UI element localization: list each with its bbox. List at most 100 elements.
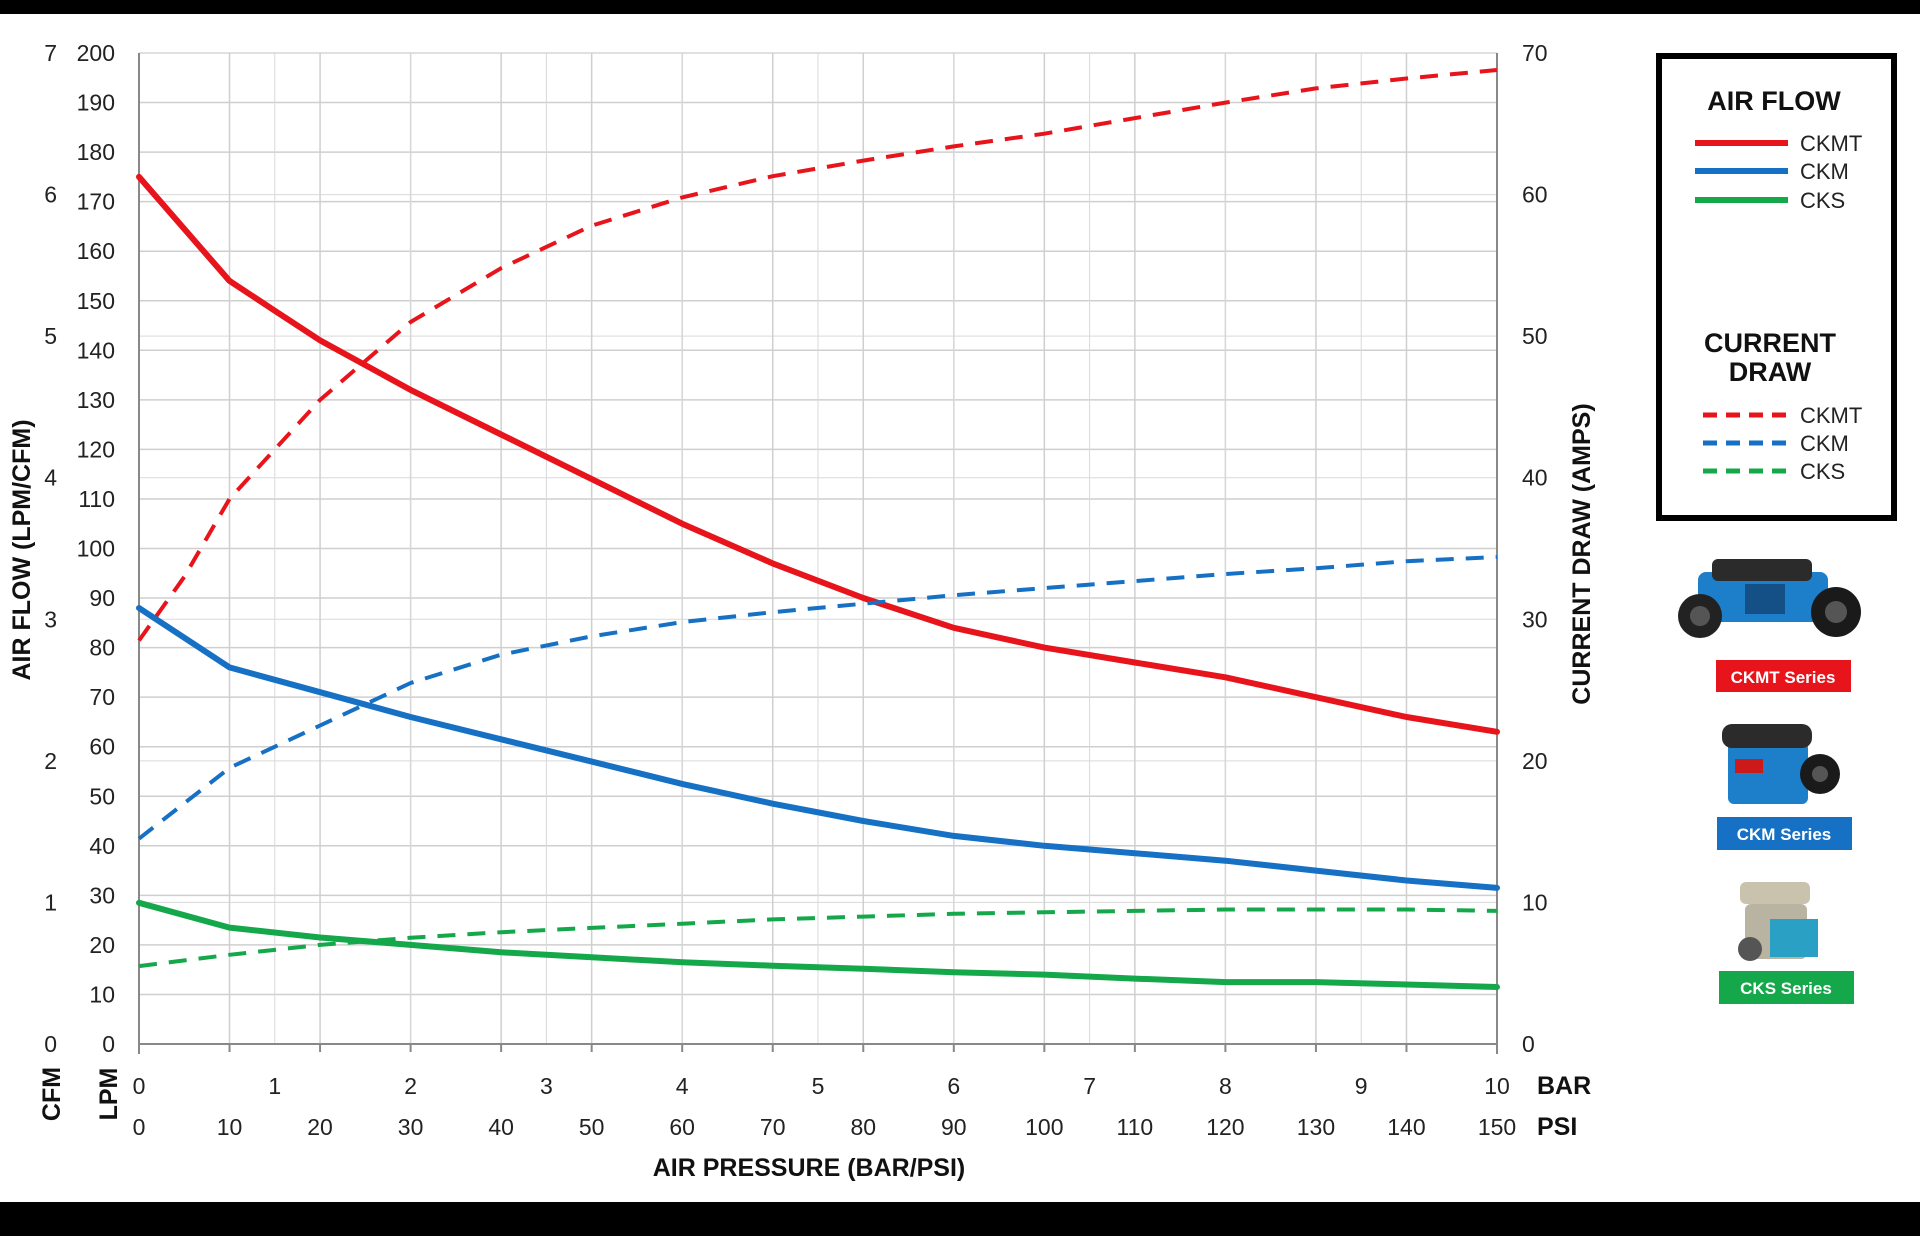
air-flow-current-draw-chart: 0102030405060708090100110120130140150160… bbox=[8, 40, 1897, 1182]
cfm-tick-label: 5 bbox=[44, 323, 57, 349]
psi-tick-label: 30 bbox=[398, 1114, 424, 1140]
cks-current-draw-line bbox=[138, 907, 1498, 969]
psi-tick-label: 150 bbox=[1478, 1114, 1516, 1140]
cks-series-label: CKS Series bbox=[1740, 979, 1832, 998]
chart-panel: 0 10 20 30 40 50 60 70 80 90 100 110 120 130 140 150 160… bbox=[0, 14, 1920, 1202]
ckm-compressor-photo bbox=[1722, 724, 1840, 804]
ckm-current-draw-line bbox=[137, 555, 1498, 841]
lpm-tick-label: 20 bbox=[89, 932, 115, 958]
lpm-tick-label: 160 bbox=[77, 238, 115, 264]
bar-tick-label: 3 bbox=[540, 1073, 553, 1099]
legend-air-flow-title: AIR FLOW bbox=[1707, 86, 1841, 116]
ckm-air-flow-line bbox=[136, 605, 1500, 891]
lpm-unit-label: LPM bbox=[95, 1068, 123, 1121]
tick-labels: 0102030405060708090100110120130140150160… bbox=[44, 40, 1547, 1140]
legend-box bbox=[1656, 53, 1897, 521]
cfm-tick-label: 0 bbox=[44, 1031, 57, 1057]
psi-tick-label: 50 bbox=[579, 1114, 605, 1140]
cfm-tick-label: 6 bbox=[44, 182, 57, 208]
lpm-tick-label: 170 bbox=[77, 189, 115, 215]
ckmt-compressor-photo bbox=[1678, 559, 1861, 638]
cfm-tick-label: 3 bbox=[44, 606, 57, 632]
lpm-tick-label: 140 bbox=[77, 337, 115, 363]
amps-tick-label: 70 bbox=[1522, 40, 1548, 66]
psi-tick-label: 100 bbox=[1025, 1114, 1063, 1140]
x-axis-title: AIR PRESSURE (BAR/PSI) bbox=[653, 1154, 966, 1182]
lpm-tick-label: 30 bbox=[89, 882, 115, 908]
bar-tick-label: 5 bbox=[812, 1073, 825, 1099]
bar-tick-label: 7 bbox=[1083, 1073, 1096, 1099]
lpm-tick-label: 70 bbox=[89, 684, 115, 710]
bar-tick-label: 9 bbox=[1355, 1073, 1368, 1099]
ckm-series-label: CKM Series bbox=[1737, 825, 1831, 844]
product-ckm: CKM Series bbox=[1717, 724, 1852, 850]
y-axis-right-title: CURRENT DRAW (AMPS) bbox=[1568, 403, 1596, 704]
bar-tick-label: 4 bbox=[676, 1073, 689, 1099]
cfm-tick-label: 4 bbox=[44, 465, 57, 491]
lpm-tick-label: 200 bbox=[77, 40, 115, 66]
legend: AIR FLOW CKMT CKM CKS CURRENT DRAW CKMT … bbox=[1656, 53, 1897, 521]
psi-tick-label: 10 bbox=[217, 1114, 243, 1140]
lpm-tick-label: 40 bbox=[89, 833, 115, 859]
psi-tick-label: 20 bbox=[307, 1114, 333, 1140]
amps-tick-label: 10 bbox=[1522, 889, 1548, 915]
legend-item-cks-flow: CKS bbox=[1800, 188, 1845, 213]
legend-item-ckmt-flow: CKMT bbox=[1800, 131, 1862, 156]
bar-tick-label: 6 bbox=[947, 1073, 960, 1099]
cfm-tick-label: 7 bbox=[44, 40, 57, 66]
legend-current-draw-title-line1: CURRENT bbox=[1704, 328, 1837, 358]
psi-tick-label: 120 bbox=[1206, 1114, 1244, 1140]
psi-tick-label: 0 bbox=[133, 1114, 146, 1140]
psi-tick-label: 110 bbox=[1117, 1114, 1154, 1140]
lpm-tick-label: 60 bbox=[89, 734, 115, 760]
lpm-tick-label: 180 bbox=[77, 139, 115, 165]
bar-tick-label: 0 bbox=[133, 1073, 146, 1099]
cfm-tick-label: 1 bbox=[44, 889, 57, 915]
lpm-tick-label: 120 bbox=[77, 436, 115, 462]
psi-tick-label: 70 bbox=[760, 1114, 786, 1140]
psi-tick-label: 140 bbox=[1387, 1114, 1425, 1140]
lpm-tick-label: 100 bbox=[77, 536, 115, 562]
bar-tick-label: 2 bbox=[404, 1073, 417, 1099]
amps-tick-label: 40 bbox=[1522, 465, 1548, 491]
amps-tick-label: 0 bbox=[1522, 1031, 1535, 1057]
legend-item-ckmt-current: CKMT bbox=[1800, 403, 1862, 428]
ckm-series-badge bbox=[1717, 817, 1852, 850]
ckmt-series-label: CKMT Series bbox=[1731, 668, 1836, 687]
psi-tick-label: 80 bbox=[850, 1114, 876, 1140]
ckmt-current-draw-line bbox=[137, 68, 1498, 642]
product-cks: CKS Series bbox=[1719, 882, 1854, 1004]
axes bbox=[138, 53, 1498, 1054]
lpm-tick-label: 80 bbox=[89, 635, 115, 661]
lpm-tick-label: 0 bbox=[102, 1031, 115, 1057]
amps-tick-label: 60 bbox=[1522, 182, 1548, 208]
lpm-tick-label: 50 bbox=[89, 783, 115, 809]
lpm-tick-label: 190 bbox=[77, 90, 115, 116]
lpm-tick-label: 130 bbox=[77, 387, 115, 413]
cks-compressor-photo bbox=[1738, 882, 1818, 961]
cks-series-badge bbox=[1719, 971, 1854, 1004]
psi-tick-label: 60 bbox=[669, 1114, 695, 1140]
bar-tick-label: 8 bbox=[1219, 1073, 1232, 1099]
cfm-tick-label: 2 bbox=[44, 748, 57, 774]
product-ckmt: CKMT Series bbox=[1678, 559, 1861, 692]
legend-item-ckm-flow: CKM bbox=[1800, 159, 1849, 184]
legend-item-cks-current: CKS bbox=[1800, 459, 1845, 484]
amps-tick-label: 20 bbox=[1522, 748, 1548, 774]
amps-tick-label: 50 bbox=[1522, 323, 1548, 349]
amps-tick-label: 30 bbox=[1522, 606, 1548, 632]
bar-tick-label: 10 bbox=[1484, 1073, 1510, 1099]
lpm-tick-label: 90 bbox=[89, 585, 115, 611]
lpm-tick-label: 150 bbox=[77, 288, 115, 314]
y-axis-left-title: AIR FLOW (LPM/CFM) bbox=[8, 419, 36, 680]
ckmt-series-badge bbox=[1716, 660, 1851, 692]
psi-tick-label: 90 bbox=[941, 1114, 967, 1140]
series-lines bbox=[136, 68, 1500, 990]
legend-item-ckm-current: CKM bbox=[1800, 431, 1849, 456]
bar-unit-label: BAR bbox=[1537, 1072, 1591, 1100]
lpm-tick-label: 10 bbox=[89, 981, 115, 1007]
lpm-tick-label: 110 bbox=[78, 486, 115, 512]
ckmt-air-flow-line bbox=[136, 173, 1500, 735]
grid bbox=[138, 52, 1498, 1045]
bar-tick-label: 1 bbox=[268, 1073, 281, 1099]
